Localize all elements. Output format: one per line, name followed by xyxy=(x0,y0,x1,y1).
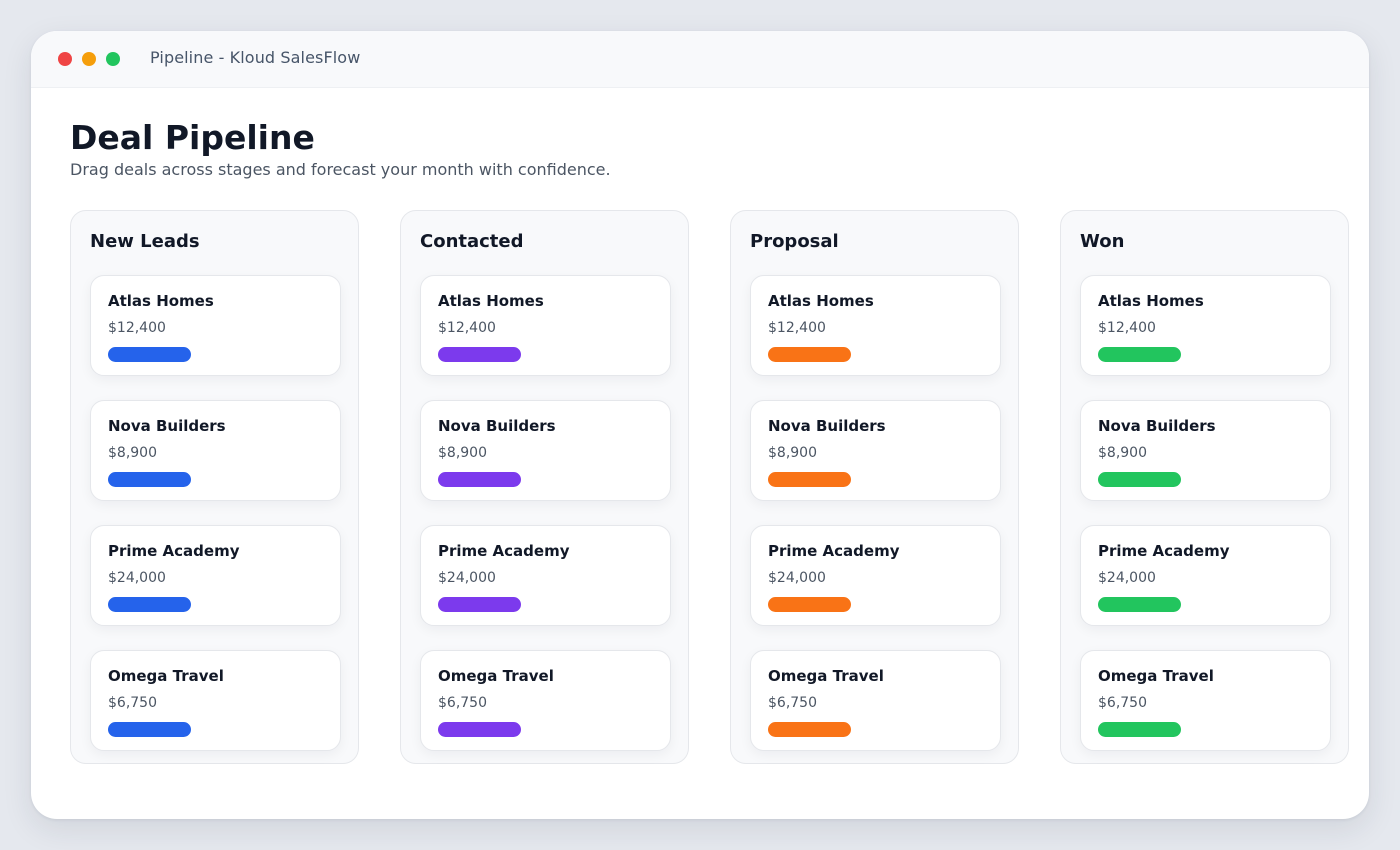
deal-card[interactable]: Nova Builders $8,900 xyxy=(1080,400,1331,501)
deal-stage-bar xyxy=(108,347,191,362)
window-titlebar: Pipeline - Kloud SalesFlow xyxy=(31,31,1369,88)
deal-card[interactable]: Omega Travel $6,750 xyxy=(420,650,671,751)
deal-card[interactable]: Atlas Homes $12,400 xyxy=(420,275,671,376)
column-title: New Leads xyxy=(90,231,200,252)
deal-name: Prime Academy xyxy=(768,542,900,560)
column-title: Proposal xyxy=(750,231,839,252)
deal-name: Atlas Homes xyxy=(438,292,544,310)
deal-name: Nova Builders xyxy=(438,417,556,435)
deal-amount: $24,000 xyxy=(108,570,166,586)
deal-name: Prime Academy xyxy=(108,542,240,560)
deal-card[interactable]: Atlas Homes $12,400 xyxy=(90,275,341,376)
deal-stage-bar xyxy=(438,722,521,737)
deal-name: Omega Travel xyxy=(108,667,224,685)
deal-card[interactable]: Atlas Homes $12,400 xyxy=(1080,275,1331,376)
deal-amount: $24,000 xyxy=(1098,570,1156,586)
deal-name: Atlas Homes xyxy=(1098,292,1204,310)
deal-card[interactable]: Prime Academy $24,000 xyxy=(90,525,341,626)
deal-name: Nova Builders xyxy=(768,417,886,435)
deal-amount: $12,400 xyxy=(1098,320,1156,336)
deal-amount: $6,750 xyxy=(1098,695,1147,711)
column-title: Won xyxy=(1080,231,1125,252)
deal-card[interactable]: Omega Travel $6,750 xyxy=(1080,650,1331,751)
deal-stage-bar xyxy=(768,347,851,362)
deal-stage-bar xyxy=(108,722,191,737)
pipeline-column[interactable]: Proposal Atlas Homes $12,400 Nova Builders $… xyxy=(730,210,1019,764)
deal-name: Atlas Homes xyxy=(108,292,214,310)
minimize-window-button[interactable] xyxy=(82,52,96,66)
close-window-button[interactable] xyxy=(58,52,72,66)
deal-card[interactable]: Nova Builders $8,900 xyxy=(90,400,341,501)
deal-name: Atlas Homes xyxy=(768,292,874,310)
pipeline-column[interactable]: Won Atlas Homes $12,400 Nova Builders $8,900… xyxy=(1060,210,1349,764)
deal-card[interactable]: Prime Academy $24,000 xyxy=(420,525,671,626)
deal-name: Prime Academy xyxy=(438,542,570,560)
deal-stage-bar xyxy=(768,722,851,737)
deal-name: Nova Builders xyxy=(1098,417,1216,435)
deal-card[interactable]: Prime Academy $24,000 xyxy=(750,525,1001,626)
deal-name: Omega Travel xyxy=(768,667,884,685)
page-subtitle: Drag deals across stages and forecast yo… xyxy=(70,160,611,179)
deal-name: Nova Builders xyxy=(108,417,226,435)
deal-stage-bar xyxy=(768,597,851,612)
window-title: Pipeline - Kloud SalesFlow xyxy=(150,48,361,67)
deal-amount: $6,750 xyxy=(108,695,157,711)
deal-card[interactable]: Atlas Homes $12,400 xyxy=(750,275,1001,376)
deal-amount: $24,000 xyxy=(768,570,826,586)
deal-amount: $8,900 xyxy=(1098,445,1147,461)
deal-stage-bar xyxy=(438,347,521,362)
deal-stage-bar xyxy=(1098,597,1181,612)
deal-amount: $12,400 xyxy=(438,320,496,336)
page-title: Deal Pipeline xyxy=(70,118,315,157)
deal-stage-bar xyxy=(1098,347,1181,362)
deal-card[interactable]: Omega Travel $6,750 xyxy=(750,650,1001,751)
column-title: Contacted xyxy=(420,231,524,252)
pipeline-column[interactable]: New Leads Atlas Homes $12,400 Nova Builders… xyxy=(70,210,359,764)
deal-card[interactable]: Nova Builders $8,900 xyxy=(420,400,671,501)
deal-stage-bar xyxy=(438,597,521,612)
deal-amount: $24,000 xyxy=(438,570,496,586)
deal-name: Omega Travel xyxy=(438,667,554,685)
deal-stage-bar xyxy=(108,472,191,487)
app-window: Pipeline - Kloud SalesFlow Deal Pipeline… xyxy=(31,31,1369,819)
deal-amount: $8,900 xyxy=(768,445,817,461)
deal-name: Prime Academy xyxy=(1098,542,1230,560)
deal-stage-bar xyxy=(1098,472,1181,487)
deal-card[interactable]: Omega Travel $6,750 xyxy=(90,650,341,751)
deal-amount: $12,400 xyxy=(108,320,166,336)
deal-amount: $8,900 xyxy=(438,445,487,461)
deal-amount: $8,900 xyxy=(108,445,157,461)
deal-name: Omega Travel xyxy=(1098,667,1214,685)
maximize-window-button[interactable] xyxy=(106,52,120,66)
deal-amount: $6,750 xyxy=(768,695,817,711)
deal-stage-bar xyxy=(768,472,851,487)
deal-stage-bar xyxy=(438,472,521,487)
deal-amount: $6,750 xyxy=(438,695,487,711)
deal-card[interactable]: Nova Builders $8,900 xyxy=(750,400,1001,501)
deal-stage-bar xyxy=(108,597,191,612)
deal-stage-bar xyxy=(1098,722,1181,737)
deal-card[interactable]: Prime Academy $24,000 xyxy=(1080,525,1331,626)
deal-amount: $12,400 xyxy=(768,320,826,336)
pipeline-column[interactable]: Contacted Atlas Homes $12,400 Nova Builders… xyxy=(400,210,689,764)
